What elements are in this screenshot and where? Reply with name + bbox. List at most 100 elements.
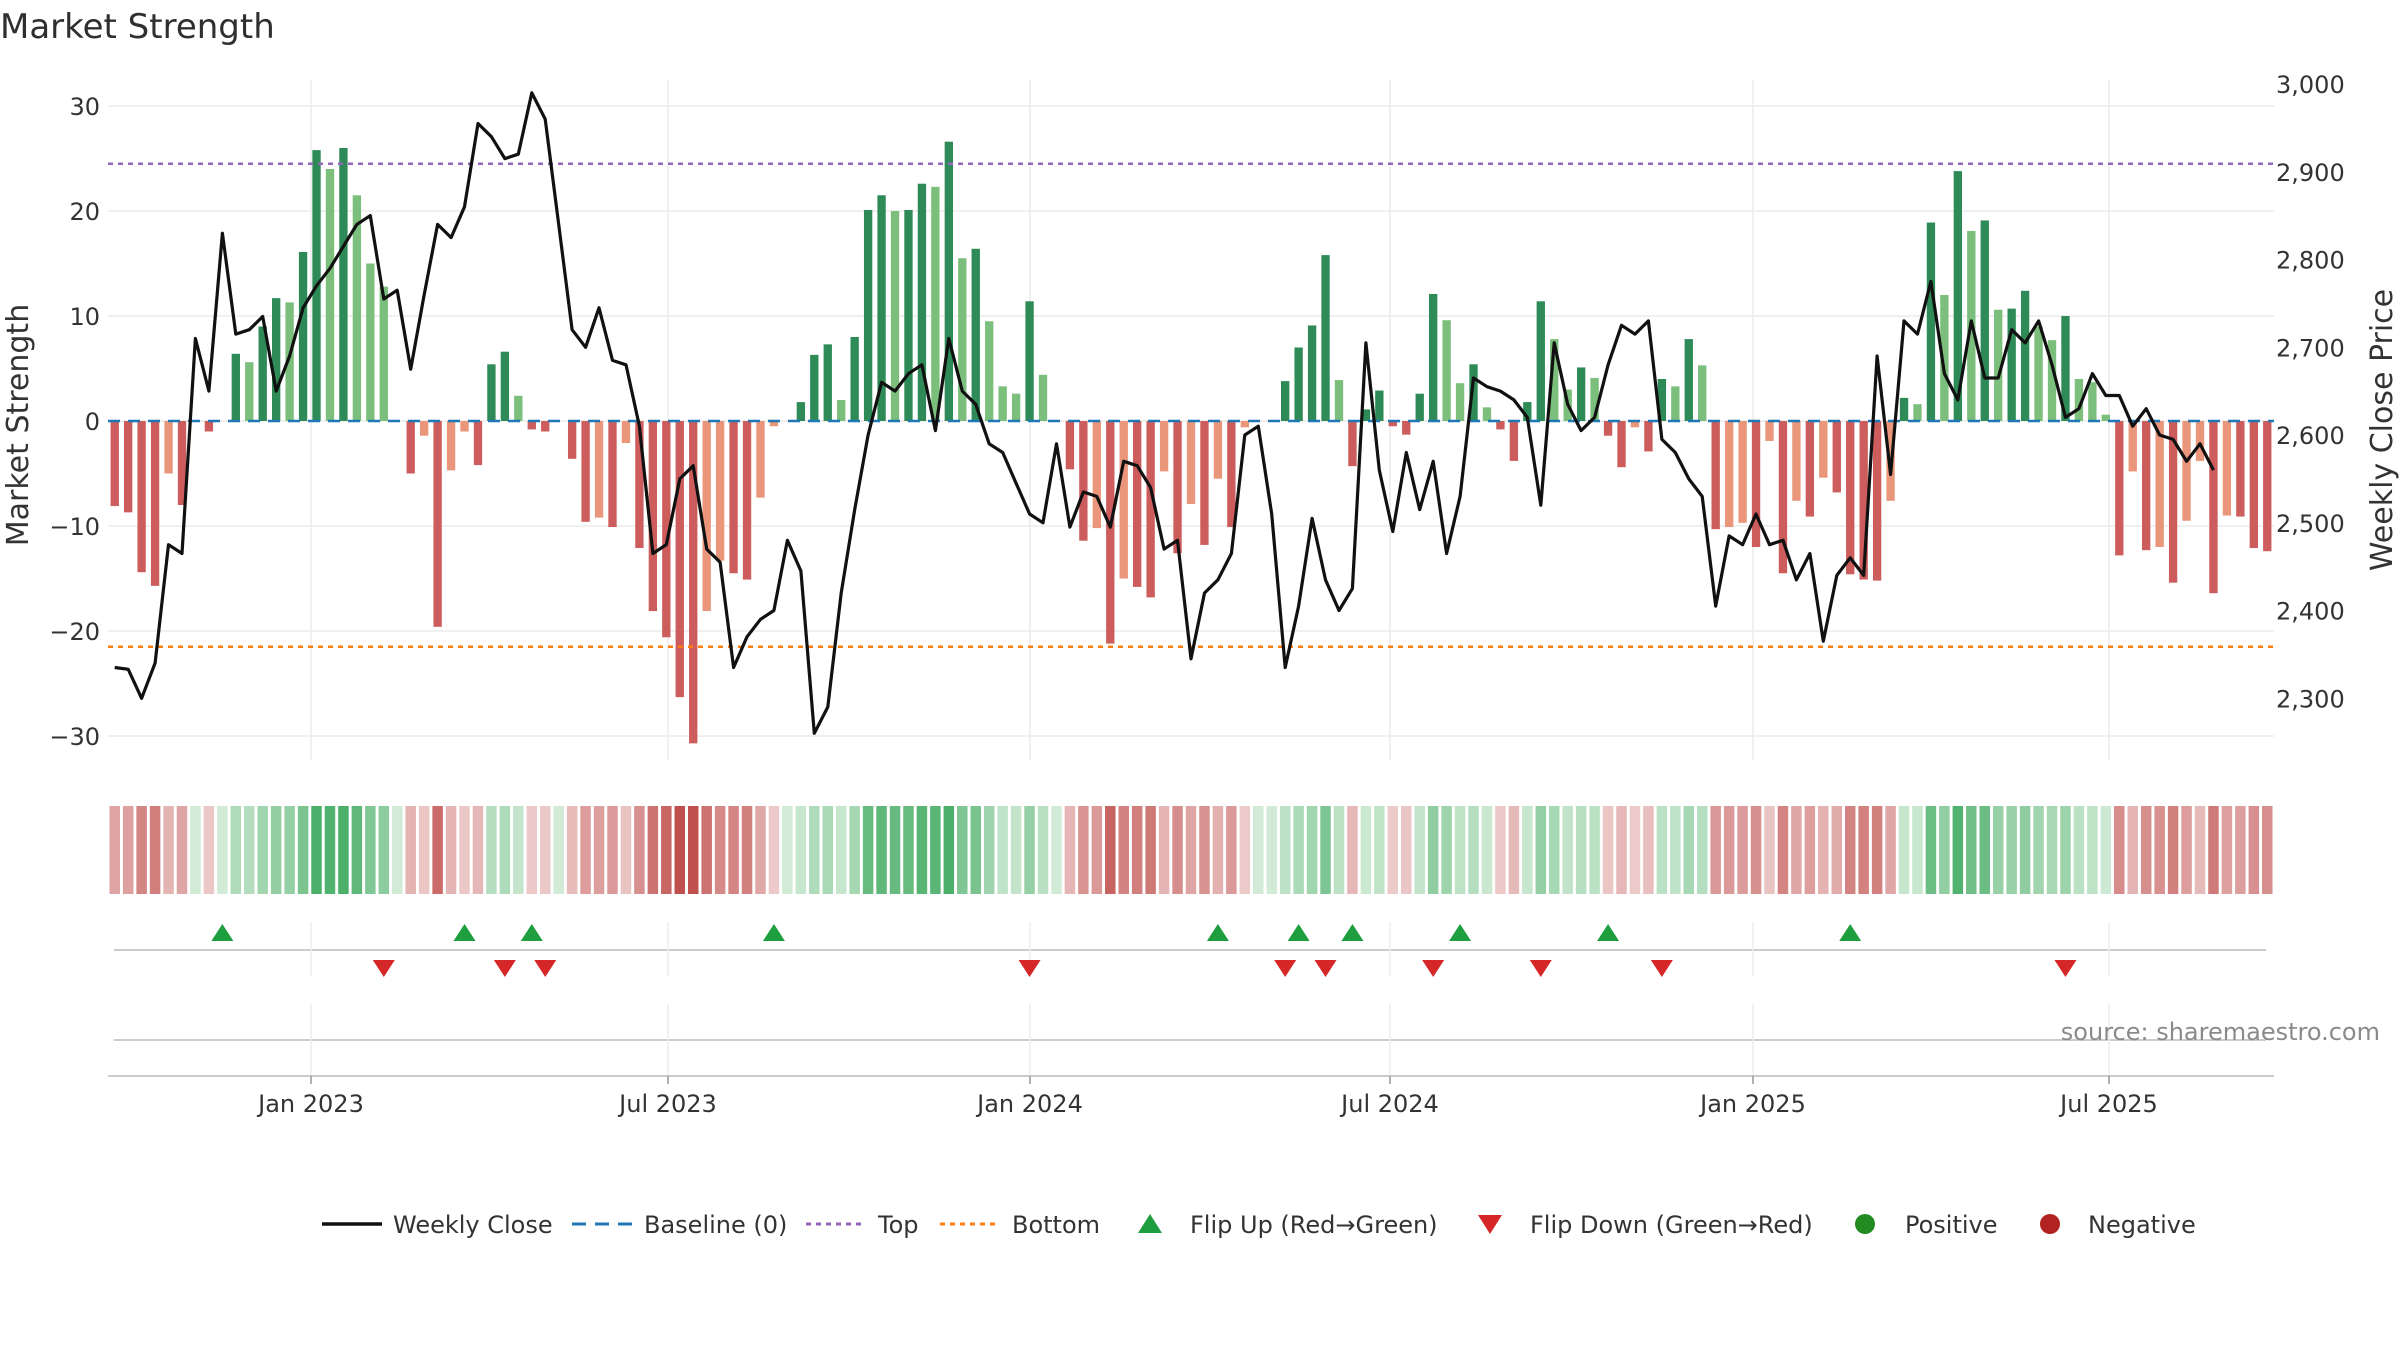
- flip-up-marker: [453, 924, 476, 941]
- strength-bar: [2061, 316, 2070, 421]
- strength-bar: [769, 421, 779, 427]
- heat-cell: [674, 806, 686, 894]
- flip-down-marker: [1650, 960, 1673, 977]
- strength-bar: [702, 421, 711, 612]
- strength-bar: [608, 421, 617, 528]
- strength-heat-strip: [109, 806, 2273, 894]
- strength-bar: [1119, 421, 1128, 579]
- right-tick-label: 2,600: [2276, 422, 2345, 450]
- strength-bar: [1980, 220, 1989, 421]
- strength-bar: [1872, 421, 1882, 581]
- heat-cell: [728, 806, 739, 894]
- right-tick-label: 2,800: [2276, 247, 2345, 275]
- strength-bar: [971, 248, 980, 421]
- heat-cell: [1387, 806, 1399, 894]
- heat-cell: [1535, 806, 1547, 894]
- strength-bar: [2115, 421, 2124, 556]
- heat-cell: [1414, 806, 1425, 894]
- strength-bar: [352, 195, 362, 421]
- flip-up-marker: [1341, 924, 1364, 941]
- heat-cell: [190, 806, 201, 894]
- heat-cell: [230, 806, 242, 894]
- heat-cell: [1858, 806, 1869, 894]
- legend-label-negative: Negative: [2088, 1211, 2196, 1239]
- strength-bar: [1671, 386, 1680, 421]
- heat-cell: [1979, 806, 1990, 894]
- heat-cell: [1750, 806, 1762, 894]
- heat-cell: [1454, 806, 1466, 894]
- legend-label-bottom: Bottom: [1012, 1211, 1100, 1239]
- strength-bar: [1159, 421, 1169, 472]
- strength-bar: [1899, 397, 1909, 421]
- heat-cell: [418, 806, 430, 894]
- heat-cell: [1481, 806, 1493, 894]
- heat-cell: [1737, 806, 1748, 894]
- heat-cell: [1764, 806, 1775, 894]
- heat-cell: [539, 806, 551, 894]
- right-tick-label: 3,000: [2276, 71, 2345, 99]
- heat-cell: [2127, 806, 2138, 894]
- strength-bar: [1765, 421, 1774, 441]
- x-axis-ticks: Jan 2023 Jul 2023 Jan 2024 Jul 2024 Jan 2025…: [256, 1076, 2158, 1118]
- heat-cell: [2167, 806, 2179, 894]
- flip-down-marker: [1529, 960, 1552, 977]
- heat-cell: [297, 806, 309, 894]
- strength-bar: [837, 400, 846, 421]
- weekly-close-line: [114, 91, 2215, 735]
- reference-lines: [108, 162, 2274, 648]
- strength-bar: [285, 302, 294, 421]
- strength-bar: [1617, 421, 1626, 468]
- heat-cell: [566, 806, 578, 894]
- heat-cell: [809, 806, 820, 894]
- strength-bar: [917, 183, 927, 421]
- strength-bar: [621, 421, 631, 444]
- strength-bar: [1133, 421, 1142, 587]
- strength-bar: [150, 421, 160, 586]
- strength-bar: [2249, 421, 2258, 549]
- heat-cell: [782, 806, 793, 894]
- strength-bar: [958, 258, 967, 421]
- left-tick-label: −10: [49, 513, 100, 541]
- strength-bar: [998, 386, 1007, 421]
- heat-cell: [1199, 806, 1210, 894]
- heat-cell: [1562, 806, 1573, 894]
- heat-cell: [257, 806, 268, 894]
- heat-cell: [2033, 806, 2044, 894]
- heat-cell: [392, 806, 403, 894]
- flip-up-marker: [1287, 924, 1310, 941]
- strength-bar: [756, 421, 765, 498]
- strength-bar: [810, 354, 819, 421]
- heat-cell: [526, 806, 538, 894]
- flip-up-marker: [520, 924, 543, 941]
- strength-bar: [567, 421, 577, 459]
- heat-cell: [1912, 806, 1923, 894]
- x-tick-label: Jul 2024: [1339, 1090, 1439, 1118]
- left-tick-label: −20: [49, 618, 100, 646]
- empty-panel: [108, 1004, 2274, 1077]
- heat-cell: [1051, 806, 1062, 894]
- heat-cell: [1885, 806, 1896, 894]
- strength-bar: [904, 209, 913, 421]
- strength-bar: [1630, 421, 1640, 428]
- legend-label-flip-up: Flip Up (Red→Green): [1190, 1211, 1438, 1239]
- heat-cell: [109, 806, 120, 894]
- heat-cell: [862, 806, 874, 894]
- heat-cell: [149, 806, 161, 894]
- x-tick-label: Jul 2023: [617, 1090, 717, 1118]
- heat-cell: [1791, 806, 1802, 894]
- heat-cell: [1656, 806, 1668, 894]
- heat-cell: [2154, 806, 2165, 894]
- heat-cell: [203, 806, 215, 894]
- strength-bar: [1805, 421, 1815, 517]
- strength-bar: [164, 421, 173, 474]
- heat-cell: [217, 806, 228, 894]
- heat-cell: [983, 806, 995, 894]
- right-axis-title: Weekly Close Price: [2365, 289, 2400, 571]
- strength-bar: [1644, 421, 1653, 452]
- heat-cell: [2073, 806, 2085, 894]
- heat-cell: [270, 806, 282, 894]
- strength-bar: [1011, 393, 1021, 421]
- strength-bar: [1428, 293, 1438, 421]
- strength-bar: [1953, 171, 1963, 421]
- strength-bar: [931, 186, 940, 421]
